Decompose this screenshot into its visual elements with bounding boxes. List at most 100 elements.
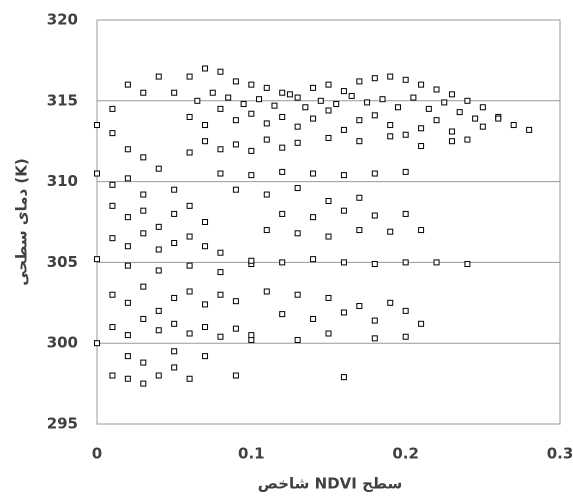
- x-tick-label: 0.3: [547, 445, 573, 463]
- point: [418, 320, 425, 327]
- point: [310, 115, 317, 122]
- point: [402, 333, 409, 340]
- point: [464, 97, 471, 104]
- point: [109, 372, 116, 379]
- point: [186, 330, 193, 337]
- point: [286, 91, 293, 98]
- point: [202, 301, 209, 308]
- point: [317, 97, 324, 104]
- point: [155, 223, 162, 230]
- point: [263, 227, 270, 234]
- point: [279, 311, 286, 318]
- point: [186, 233, 193, 240]
- point: [364, 99, 371, 106]
- point: [310, 214, 317, 221]
- point: [140, 154, 147, 161]
- point: [418, 143, 425, 150]
- x-tick-label: 0.2: [392, 445, 419, 463]
- point: [340, 374, 347, 381]
- point: [325, 134, 332, 141]
- point: [402, 259, 409, 266]
- point: [171, 320, 178, 327]
- point: [402, 307, 409, 314]
- point: [124, 81, 131, 88]
- point: [109, 324, 116, 331]
- point: [448, 138, 455, 145]
- point: [232, 186, 239, 193]
- x-tick-label: 0: [92, 445, 102, 463]
- point: [464, 261, 471, 268]
- point: [325, 294, 332, 301]
- point: [217, 146, 224, 153]
- point: [387, 133, 394, 140]
- point: [140, 230, 147, 237]
- point: [279, 210, 286, 217]
- point: [140, 191, 147, 198]
- point: [479, 104, 486, 111]
- point: [356, 138, 363, 145]
- point: [510, 122, 517, 129]
- point: [248, 81, 255, 88]
- y-tick-label: 295: [47, 415, 78, 433]
- point: [279, 168, 286, 175]
- point: [263, 120, 270, 127]
- point: [248, 332, 255, 339]
- point: [217, 105, 224, 112]
- point: [464, 136, 471, 143]
- point: [340, 259, 347, 266]
- point: [387, 73, 394, 80]
- point: [171, 348, 178, 355]
- y-axis-label: دمای سطحی (K): [13, 158, 31, 286]
- point: [410, 94, 417, 101]
- point: [248, 257, 255, 264]
- point: [325, 233, 332, 240]
- point: [155, 246, 162, 253]
- point: [441, 99, 448, 106]
- point: [448, 91, 455, 98]
- point: [279, 113, 286, 120]
- point: [495, 115, 502, 122]
- y-tick-label: 305: [47, 253, 78, 271]
- point: [171, 210, 178, 217]
- point: [202, 353, 209, 360]
- point: [402, 76, 409, 83]
- point: [333, 101, 340, 108]
- point: [94, 340, 100, 347]
- point: [186, 149, 193, 156]
- y-tick-label: 315: [47, 91, 78, 109]
- point: [371, 170, 378, 177]
- point: [124, 175, 131, 182]
- point: [232, 117, 239, 124]
- point: [94, 170, 100, 177]
- point: [140, 359, 147, 366]
- point: [526, 126, 533, 133]
- point: [217, 170, 224, 177]
- point: [109, 181, 116, 188]
- point: [217, 68, 224, 75]
- point: [394, 104, 401, 111]
- point: [387, 228, 394, 235]
- point: [140, 207, 147, 214]
- point: [325, 197, 332, 204]
- point: [124, 353, 131, 360]
- point: [294, 336, 301, 343]
- point: [217, 333, 224, 340]
- point: [371, 261, 378, 268]
- point: [202, 65, 209, 72]
- point: [479, 123, 486, 130]
- point: [209, 89, 216, 96]
- point: [94, 256, 100, 263]
- point: [232, 325, 239, 332]
- point: [240, 101, 247, 108]
- point: [109, 202, 116, 209]
- point: [294, 123, 301, 130]
- point: [225, 94, 232, 101]
- point: [155, 327, 162, 334]
- point: [371, 112, 378, 119]
- point: [402, 210, 409, 217]
- point: [371, 75, 378, 82]
- point: [124, 146, 131, 153]
- point: [155, 267, 162, 274]
- point: [433, 86, 440, 93]
